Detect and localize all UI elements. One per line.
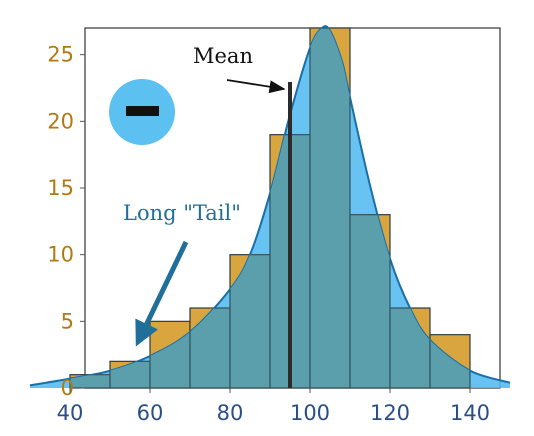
tail-annotation-arrow	[135, 240, 189, 347]
minus-icon	[126, 106, 159, 116]
y-axis-ticks: 0 5 10 15 20 25	[47, 43, 85, 400]
x-tick-label-60: 60	[137, 401, 164, 425]
x-tick-label-140: 140	[450, 401, 490, 425]
y-tick-label-25: 25	[47, 43, 74, 67]
x-axis-ticks: 40 60 80 100 120 140	[57, 388, 490, 425]
negative-skew-badge	[109, 79, 175, 145]
y-tick-label-15: 15	[47, 176, 74, 200]
y-tick-label-20: 20	[47, 109, 74, 133]
y-tick-label-10: 10	[47, 243, 74, 267]
tail-annotation-label: Long "Tail"	[123, 201, 241, 225]
mean-annotation-arrow	[226, 79, 286, 94]
overlap-bar-100	[309, 27, 351, 388]
x-tick-label-120: 120	[370, 401, 410, 425]
x-tick-label-40: 40	[57, 401, 84, 425]
x-tick-label-100: 100	[290, 401, 330, 425]
y-tick-label-0: 0	[61, 376, 74, 400]
overlap-bar-110	[349, 214, 391, 388]
y-tick-label-5: 5	[61, 309, 74, 333]
mean-annotation-label: Mean	[193, 44, 253, 68]
x-tick-label-80: 80	[217, 401, 244, 425]
